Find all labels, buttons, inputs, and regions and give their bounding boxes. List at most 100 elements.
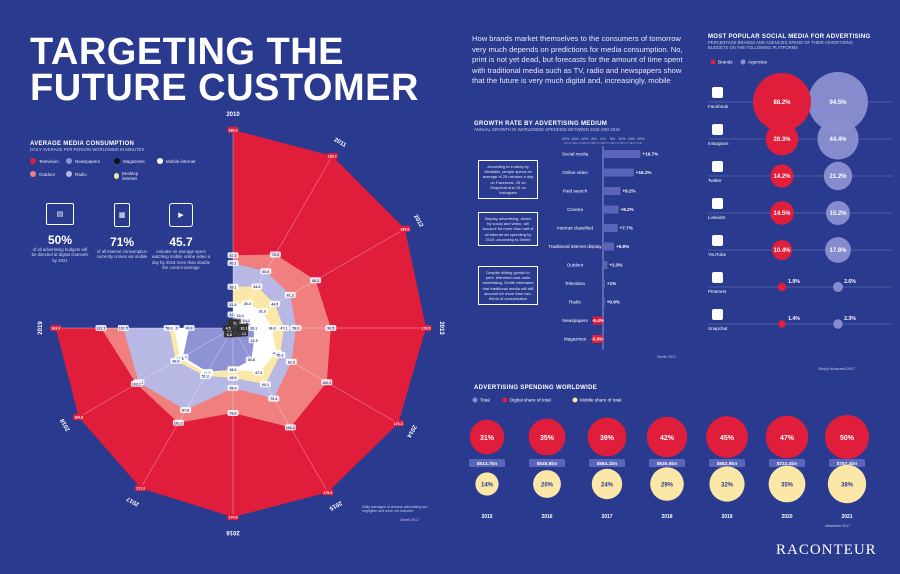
spending-value-digital: 31% xyxy=(480,435,495,442)
social-value-brands: 1.4% xyxy=(788,316,800,322)
spending-value-mobile: 24% xyxy=(601,483,614,489)
radial-value-box xyxy=(266,325,278,331)
radial-value-label: 22.5 xyxy=(251,339,258,343)
radial-value-label: 62.3 xyxy=(288,360,295,364)
title-line-1: TARGETING THE xyxy=(30,31,345,73)
radial-value-label: 87.6 xyxy=(182,409,189,413)
growth-value: +8.2% xyxy=(621,207,634,212)
growth-axis-tick: -15% xyxy=(570,137,579,141)
radial-value-box xyxy=(284,291,296,298)
radial-value-box xyxy=(399,225,411,232)
social-value-agencies: 2.3% xyxy=(844,316,856,322)
spending-value-digital: 47% xyxy=(780,435,795,442)
radial-value-box xyxy=(326,153,338,159)
radial-value-box xyxy=(227,126,239,133)
growth-note: According to a study by Mediakix, people… xyxy=(478,160,538,200)
spending-value-total: $584.1bn xyxy=(597,461,618,467)
radial-value-label: 176.4 xyxy=(394,422,403,426)
radial-year-label: 2017 xyxy=(125,495,140,507)
social-subtitle: PERCENTAGE BRANDS AND AGENCIES SPEND OF … xyxy=(708,40,853,50)
radial-value-box xyxy=(274,352,286,359)
radial-value-label: 26.4 xyxy=(244,302,251,306)
icon-glyph: ▤ xyxy=(56,211,64,218)
radial-value-label: 59.1 xyxy=(166,327,173,331)
legend-label: Magazines xyxy=(123,158,145,164)
legend-swatch-agencies xyxy=(740,59,746,65)
radial-year-label: 2018 xyxy=(59,417,71,432)
social-bubble-agencies xyxy=(826,201,850,225)
spending-bubble-mobile xyxy=(827,464,867,504)
stat-block: ▤ 50% of all advertising budgets will be d… xyxy=(30,203,90,263)
browser-icon: ▤ xyxy=(46,203,74,225)
social-value-agencies: 44.4% xyxy=(829,137,847,143)
radial-value-label: 47.1 xyxy=(280,327,287,331)
legend-label: Television xyxy=(39,158,59,164)
radial-value-box xyxy=(222,325,234,331)
legend-label: Desktop internet xyxy=(121,171,139,181)
radial-value-box xyxy=(50,325,62,331)
growth-note: Display advertising, driven by social an… xyxy=(478,212,538,247)
raconteur-logo: RACONTEUR xyxy=(776,542,877,558)
spending-total-box xyxy=(769,459,805,467)
legend-swatch-brands xyxy=(710,59,716,65)
growth-value: +0.9% xyxy=(607,300,620,305)
growth-axis-tick: 10% xyxy=(618,137,626,141)
growth-axis-tick: 20% xyxy=(637,137,645,141)
stat-value: 71% xyxy=(109,235,135,249)
radial-value-label: 163.9 xyxy=(51,327,60,331)
radial-value-box xyxy=(227,514,239,521)
growth-value: -5.4% xyxy=(592,318,604,323)
spending-value-mobile: 35% xyxy=(781,483,794,489)
stat-value: 50% xyxy=(47,233,73,247)
legend-swatch xyxy=(114,158,120,164)
social-bubble-agencies xyxy=(833,282,843,292)
growth-category: Social media xyxy=(562,152,589,157)
stat-block: ▶ 45.7 minutes on average spent watching m… xyxy=(151,203,211,271)
stat-text: of all advertising budgets will be direc… xyxy=(31,247,89,263)
radial-value-label: 36.3 xyxy=(269,327,276,331)
legend-label: Mobile internet xyxy=(166,158,196,164)
radial-year-label: 2012 xyxy=(412,214,424,229)
radial-value-box xyxy=(251,283,263,290)
growth-note: Despite sliding growth in print, televis… xyxy=(478,266,538,306)
spending-value-digital: 42% xyxy=(660,435,675,442)
social-platform-label: Snapchat xyxy=(708,326,728,331)
radial-footnote: Daily averages of viewers advertising ar… xyxy=(362,505,428,514)
spending-total-box xyxy=(589,459,625,467)
legend-item: Outdoor xyxy=(30,171,55,177)
radial-year-label: 2010 xyxy=(226,112,240,118)
radial-value-label: 61.2 xyxy=(287,294,294,298)
spending-legend-label: Total xyxy=(480,398,490,403)
social-bubble-brands xyxy=(772,240,792,260)
growth-category: Online video xyxy=(562,170,588,175)
spending-value-mobile: 38% xyxy=(841,483,854,489)
radial-value-box xyxy=(95,325,107,331)
spending-total-box xyxy=(829,459,865,467)
radial-year-label: 2014 xyxy=(405,424,417,439)
growth-bar xyxy=(603,279,605,288)
growth-bar xyxy=(603,205,619,214)
growth-category: Traditional internet display xyxy=(548,244,602,249)
radial-value-label: 164.8 xyxy=(74,416,83,420)
radial-value-box xyxy=(284,424,296,431)
radial-value-label: 38.1 xyxy=(230,285,237,289)
stat-block: ▦ 71% of all internet consumption currentl… xyxy=(92,203,152,260)
radial-value-box xyxy=(227,301,239,308)
spending-year-label: 2015 xyxy=(481,514,492,520)
growth-axis-tick: 0% xyxy=(600,137,606,141)
spending-value-total: $513.7bn xyxy=(477,461,498,467)
radial-value-box xyxy=(290,325,302,331)
spending-total-box xyxy=(469,459,505,467)
radial-value-box xyxy=(135,485,147,492)
radial-value-label: 45.9 xyxy=(230,376,237,380)
radial-value-label: 101.1 xyxy=(174,421,183,425)
growth-value: +9.2% xyxy=(622,189,635,194)
social-platform-label: Pinterest xyxy=(708,289,727,294)
social-value-brands: 88.2% xyxy=(773,100,791,106)
legend-swatch xyxy=(30,158,36,164)
radial-value-box xyxy=(321,379,333,386)
spending-year-label: 2021 xyxy=(841,514,852,520)
radial-value-label: 50.2 xyxy=(277,354,284,358)
radial-spoke xyxy=(232,327,329,493)
radial-value-label: 60.1 xyxy=(262,383,269,387)
